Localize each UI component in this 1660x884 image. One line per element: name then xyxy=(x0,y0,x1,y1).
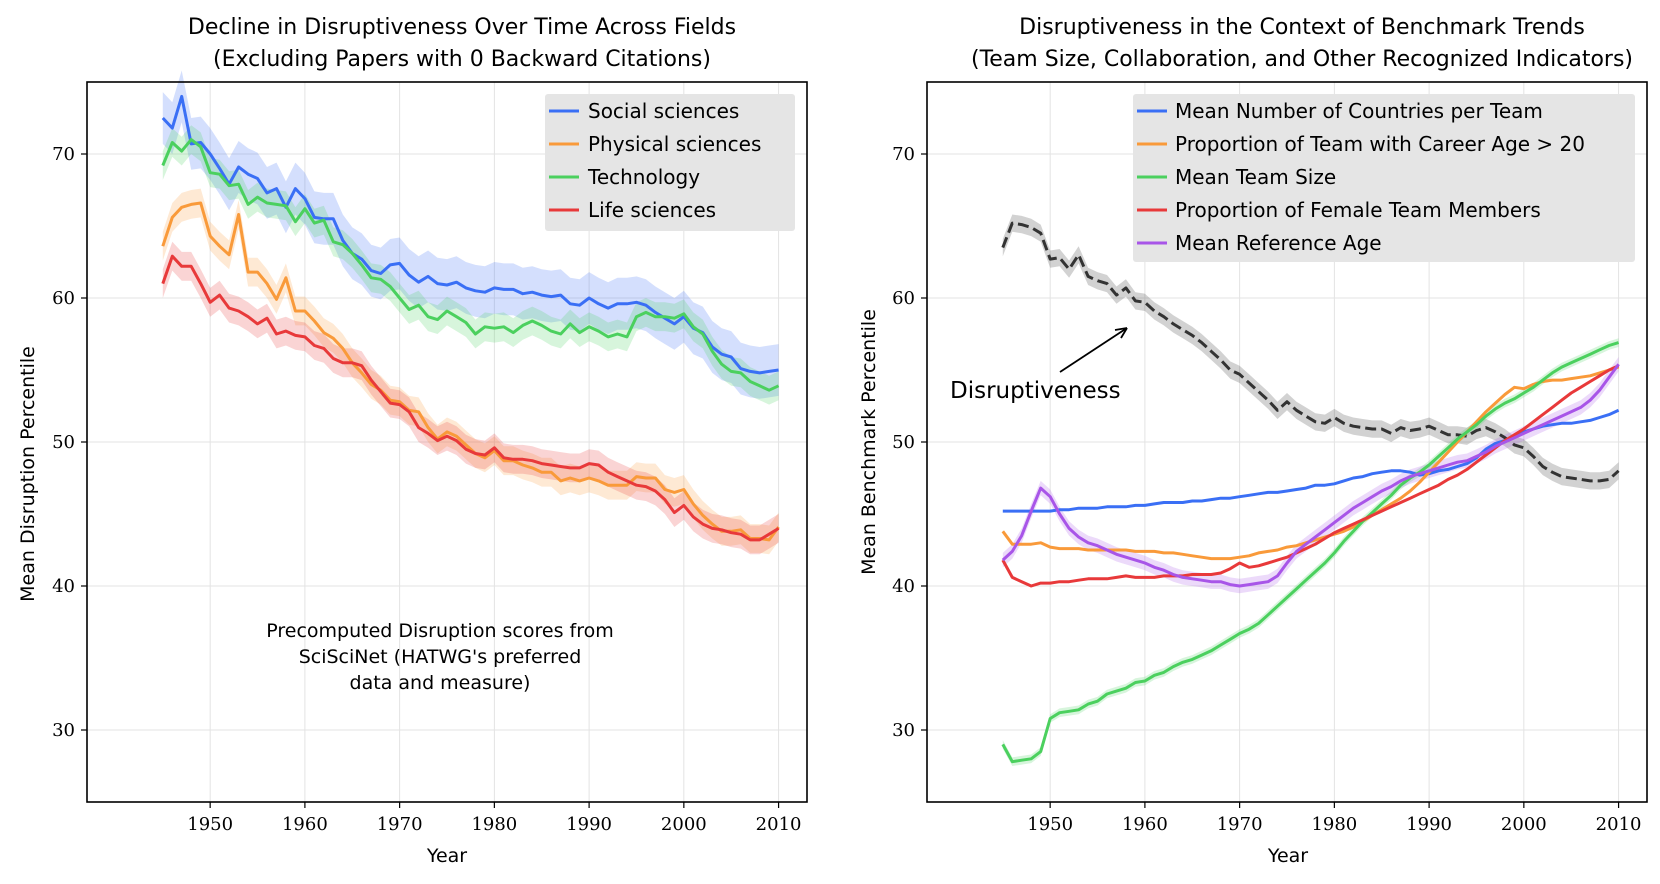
x-tick-label: 1950 xyxy=(1027,814,1073,835)
physical-sciences-line xyxy=(161,201,780,542)
left-chart-note-line2: SciSciNet (HATWG's preferred xyxy=(299,646,582,668)
legend-label-proportion-of-team-with-career-age-20: Proportion of Team with Career Age > 20 xyxy=(1175,132,1585,156)
y-tick-label: 70 xyxy=(892,144,915,165)
x-tick-label: 1990 xyxy=(1406,814,1452,835)
x-tick-label: 2010 xyxy=(1596,814,1642,835)
legend-label-social-sciences: Social sciences xyxy=(588,99,739,123)
y-tick-label: 50 xyxy=(892,432,915,453)
x-tick-label: 2000 xyxy=(1501,814,1547,835)
annotation-arrow-head xyxy=(1114,327,1128,339)
legend-box xyxy=(545,94,795,231)
left-chart-legend: Social sciences Physical sciences Technolo… xyxy=(545,94,795,231)
y-tick-label: 30 xyxy=(892,720,915,741)
right-chart-x-axis-label: Year xyxy=(1267,845,1308,867)
y-tick-label: 70 xyxy=(52,144,75,165)
right-chart-frame xyxy=(926,81,1648,803)
right-chart-y-axis-label: Mean Benchmark Percentile xyxy=(858,309,880,575)
annotation-arrow-shaft xyxy=(1059,327,1128,373)
right-chart-title-line1: Disruptiveness in the Context of Benchma… xyxy=(1019,15,1585,40)
y-tick-label: 30 xyxy=(52,720,75,741)
left-chart: Decline in Disruptiveness Over Time Acro… xyxy=(17,15,808,867)
legend-label-mean-number-of-countries-per-team: Mean Number of Countries per Team xyxy=(1175,99,1543,123)
y-tick-label: 50 xyxy=(52,432,75,453)
legend-label-mean-team-size: Mean Team Size xyxy=(1175,165,1336,189)
x-tick-label: 2000 xyxy=(661,814,707,835)
mean-team-size-line xyxy=(1001,341,1620,764)
left-chart-frame xyxy=(86,81,808,803)
left-chart-x-axis-label: Year xyxy=(426,845,467,867)
x-tick-label: 1970 xyxy=(377,814,423,835)
x-tick-label: 2010 xyxy=(756,814,802,835)
disruptiveness-annotation: Disruptiveness xyxy=(950,327,1128,404)
right-chart-legend: Mean Number of Countries per Team Proport… xyxy=(1133,94,1635,262)
life-sciences-line xyxy=(161,254,780,542)
disruptiveness-line xyxy=(1001,221,1620,483)
right-chart-ticks: 1950 1960 1970 1980 1990 2000 2010 30 40 50 60 70 xyxy=(892,144,1641,835)
x-tick-label: 1960 xyxy=(1122,814,1168,835)
x-tick-label: 1980 xyxy=(471,814,517,835)
right-chart-title-line2: (Team Size, Collaboration, and Other Rec… xyxy=(971,47,1633,72)
right-chart-series-lines xyxy=(1001,221,1620,764)
y-tick-label: 60 xyxy=(892,288,915,309)
legend-box xyxy=(1133,94,1635,262)
legend-label-technology: Technology xyxy=(587,165,700,189)
x-tick-label: 1990 xyxy=(566,814,612,835)
right-chart: Disruptiveness in the Context of Benchma… xyxy=(858,15,1648,867)
left-chart-note-line3: data and measure) xyxy=(350,672,531,694)
legend-label-life-sciences: Life sciences xyxy=(588,198,716,222)
x-tick-label: 1980 xyxy=(1311,814,1357,835)
left-chart-note-line1: Precomputed Disruption scores from xyxy=(266,620,614,642)
annotation-label: Disruptiveness xyxy=(950,378,1121,404)
y-tick-label: 40 xyxy=(52,576,75,597)
left-chart-title-line2: (Excluding Papers with 0 Backward Citati… xyxy=(213,47,711,72)
technology-line xyxy=(161,138,780,392)
legend-label-mean-reference-age: Mean Reference Age xyxy=(1175,231,1382,255)
left-chart-ticks: 1950 1960 1970 1980 1990 2000 2010 30 40 50 60 70 xyxy=(52,144,801,835)
social-sciences-confidence-band xyxy=(162,70,779,399)
left-chart-y-axis-label: Mean Disruption Percentile xyxy=(17,346,39,602)
x-tick-label: 1970 xyxy=(1217,814,1263,835)
mean-reference-age-line xyxy=(1001,363,1620,588)
life-sciences-confidence-band xyxy=(162,241,779,555)
y-tick-label: 40 xyxy=(892,576,915,597)
x-tick-label: 1950 xyxy=(187,814,233,835)
left-chart-title-line1: Decline in Disruptiveness Over Time Acro… xyxy=(188,15,736,40)
x-tick-label: 1960 xyxy=(282,814,328,835)
y-tick-label: 60 xyxy=(52,288,75,309)
proportion-of-female-team-members-line xyxy=(1001,364,1620,588)
physical-sciences-confidence-band xyxy=(162,188,779,555)
legend-label-physical-sciences: Physical sciences xyxy=(588,132,761,156)
left-chart-series-lines xyxy=(161,94,780,542)
legend-label-proportion-of-female-team-members: Proportion of Female Team Members xyxy=(1175,198,1541,222)
social-sciences-line xyxy=(161,94,779,375)
